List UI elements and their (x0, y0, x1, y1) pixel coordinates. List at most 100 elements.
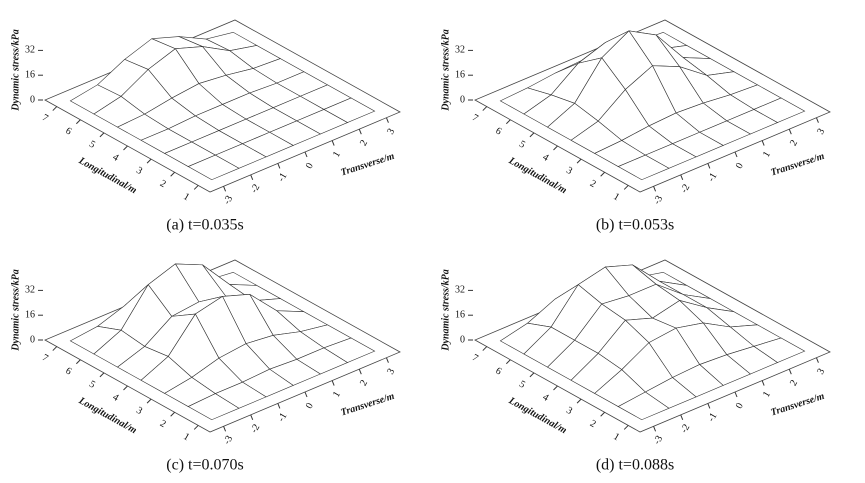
x-tick (52, 346, 58, 351)
z-tick-label: 32 (455, 45, 465, 56)
z-tick-label: 0 (30, 334, 35, 345)
y-tick-label: 1 (761, 150, 773, 160)
y-tick (304, 391, 308, 398)
y-tick (250, 414, 254, 421)
panel: 0 16 32 Dynamic stress/kPa 1 2 3 4 5 6 7 Longitudin… (10, 259, 401, 474)
y-tick (680, 414, 684, 421)
y-tick-label: -2 (679, 422, 693, 435)
y-tick (331, 380, 335, 386)
y-tick (707, 163, 711, 169)
x-tick (193, 425, 199, 430)
y-tick (653, 186, 657, 192)
y-axis-label: Transverse/m (339, 151, 396, 179)
y-axis-label: Transverse/m (769, 391, 826, 419)
y-tick (385, 117, 389, 123)
x-tick (600, 411, 605, 417)
y-tick-label: 0 (304, 161, 316, 171)
x-tick-label: 5 (517, 379, 527, 391)
x-axis-label: Longitudinal/m (76, 155, 139, 196)
y-tick-label: -1 (276, 171, 290, 184)
y-tick (761, 140, 765, 146)
x-tick (529, 132, 535, 138)
y-tick-label: 0 (734, 401, 746, 411)
y-tick-label: 3 (815, 127, 827, 137)
x-tick-label: 2 (158, 418, 168, 430)
x-tick-label: 7 (470, 112, 480, 124)
x-tick-label: 4 (541, 392, 551, 404)
x-tick (529, 372, 535, 378)
z-tick-label: 16 (25, 309, 35, 320)
y-axis-label: Transverse/m (339, 391, 396, 419)
x-tick-label: 6 (494, 126, 504, 138)
y-tick (331, 140, 335, 146)
y-tick (358, 368, 362, 375)
y-tick (653, 426, 657, 432)
x-tick-label: 6 (64, 366, 74, 378)
y-tick (734, 391, 738, 398)
y-tick-label: -1 (276, 411, 290, 424)
z-tick-label: 0 (460, 94, 465, 105)
z-tick-label: 32 (25, 45, 35, 56)
y-tick (788, 128, 792, 135)
x-tick (482, 106, 488, 111)
z-axis-label: Dynamic stress/kPa (440, 269, 451, 351)
y-axis-label: Transverse/m (769, 151, 826, 179)
x-tick (553, 145, 558, 151)
x-tick-label: 4 (111, 392, 121, 404)
x-tick-label: 1 (181, 191, 191, 203)
caption: (d) t=0.088s (596, 457, 674, 474)
y-tick-label: 3 (385, 127, 397, 137)
x-tick (600, 171, 605, 177)
x-tick (146, 398, 152, 404)
surface-cell (617, 391, 670, 421)
z-axis-label: Dynamic stress/kPa (10, 29, 21, 111)
x-axis-label: Longitudinal/m (76, 395, 139, 436)
x-tick-label: 2 (158, 178, 168, 190)
y-tick-label: 1 (331, 390, 343, 400)
z-tick-label: 0 (460, 334, 465, 345)
x-tick-label: 1 (181, 431, 191, 443)
x-tick (123, 385, 128, 391)
x-tick-label: 6 (494, 366, 504, 378)
x-tick (506, 359, 511, 365)
y-tick-label: -3 (652, 194, 666, 207)
y-tick (385, 357, 389, 363)
z-axis-label: Dynamic stress/kPa (440, 29, 451, 111)
x-tick-label: 3 (134, 165, 144, 177)
x-tick (170, 171, 175, 177)
y-tick-label: 2 (788, 138, 800, 148)
y-tick (788, 368, 792, 375)
x-tick-label: 6 (64, 126, 74, 138)
x-tick-label: 5 (87, 379, 97, 391)
x-tick-label: 7 (470, 352, 480, 364)
x-tick-label: 3 (564, 405, 574, 417)
x-tick-label: 3 (564, 165, 574, 177)
z-tick-label: 32 (25, 285, 35, 296)
x-tick (99, 132, 105, 138)
y-tick-label: -3 (222, 434, 236, 447)
y-tick (304, 151, 308, 158)
y-tick-label: 0 (304, 401, 316, 411)
x-tick (576, 158, 582, 164)
x-axis-label: Longitudinal/m (506, 395, 569, 436)
y-tick (277, 403, 281, 409)
x-tick-label: 1 (611, 431, 621, 443)
caption: (a) t=0.035s (166, 217, 243, 234)
z-axis-label: Dynamic stress/kPa (10, 269, 21, 351)
y-tick-label: 1 (761, 390, 773, 400)
x-tick-label: 3 (134, 405, 144, 417)
y-tick (223, 186, 227, 192)
x-tick-label: 7 (40, 352, 50, 364)
x-tick (482, 346, 488, 351)
y-tick (815, 117, 819, 123)
surface-cell (187, 154, 240, 181)
x-tick-label: 4 (541, 152, 551, 164)
x-tick-label: 5 (87, 139, 97, 151)
x-tick (146, 158, 152, 164)
x-tick-label: 1 (611, 191, 621, 203)
y-tick-label: -1 (706, 171, 720, 184)
